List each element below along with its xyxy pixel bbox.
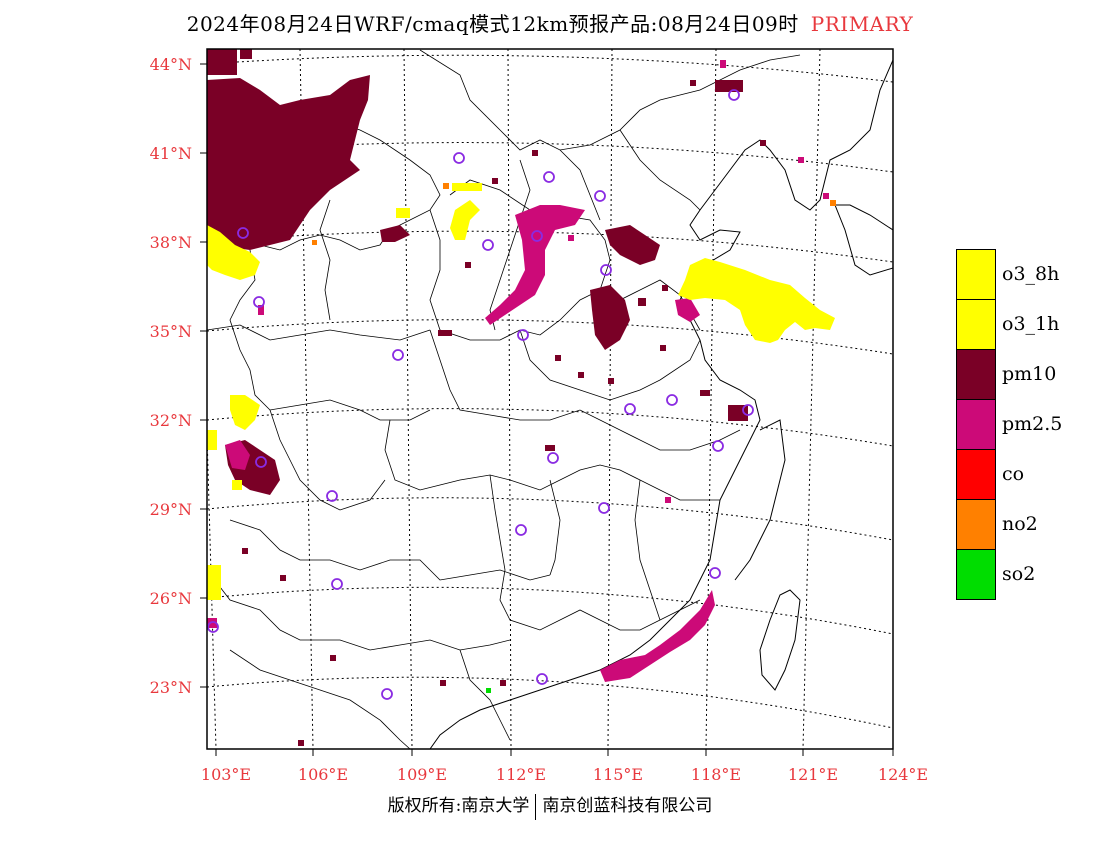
copyright-right: 南京创蓝科技有限公司 — [542, 796, 713, 816]
primary-tag: PRIMARY — [810, 12, 914, 36]
copyright-left: 版权所有:南京大学 — [387, 796, 530, 816]
legend-label: co — [1002, 463, 1025, 485]
pm25-areas — [207, 205, 715, 682]
title-text: 2024年08月24日WRF/cmaq模式12km预报产品:08月24日09时 — [186, 12, 799, 36]
lon-label-124: 124°E — [877, 765, 929, 784]
legend-swatch — [956, 399, 996, 450]
legend-label: o3_1h — [1002, 313, 1060, 335]
lon-label-121: 121°E — [787, 765, 839, 784]
legend-label: no2 — [1002, 513, 1038, 535]
lon-label-109: 109°E — [396, 765, 448, 784]
lat-label-35: 35°N — [149, 322, 192, 341]
province-borders — [207, 49, 801, 749]
map-frame — [206, 48, 894, 750]
legend-swatch — [956, 549, 996, 600]
legend-swatch — [956, 249, 996, 300]
lat-label-29: 29°N — [149, 500, 192, 519]
lat-label-38: 38°N — [149, 233, 192, 252]
graticule-lon — [207, 49, 821, 749]
legend-swatch — [956, 299, 996, 350]
lat-label-41: 41°N — [149, 144, 192, 163]
lat-label-32: 32°N — [149, 411, 192, 430]
legend-label: pm10 — [1002, 363, 1057, 385]
scattered-cells — [242, 60, 836, 746]
lat-label-26: 26°N — [149, 589, 192, 608]
legend-swatch — [956, 499, 996, 550]
pm10-areas — [207, 49, 748, 495]
station-markers — [207, 89, 754, 700]
lat-label-23: 23°N — [149, 678, 192, 697]
lat-label-44: 44°N — [149, 55, 192, 74]
lon-label-112: 112°E — [495, 765, 547, 784]
map-title: 2024年08月24日WRF/cmaq模式12km预报产品:08月24日09时 P… — [0, 8, 1100, 37]
legend-label: so2 — [1002, 563, 1036, 585]
footer-divider — [535, 793, 537, 820]
tick-marks — [200, 63, 894, 756]
graticule-lat — [207, 54, 893, 729]
legend-label: pm2.5 — [1002, 413, 1063, 435]
lon-label-103: 103°E — [200, 765, 252, 784]
legend-swatch — [956, 449, 996, 500]
copyright-footer: 版权所有:南京大学 南京创蓝科技有限公司 — [0, 791, 1100, 820]
legend-swatch — [956, 349, 996, 400]
lon-label-115: 115°E — [592, 765, 644, 784]
lon-label-118: 118°E — [690, 765, 742, 784]
legend-label: o3_8h — [1002, 263, 1060, 285]
lon-label-106: 106°E — [297, 765, 349, 784]
o3-areas — [207, 183, 835, 600]
